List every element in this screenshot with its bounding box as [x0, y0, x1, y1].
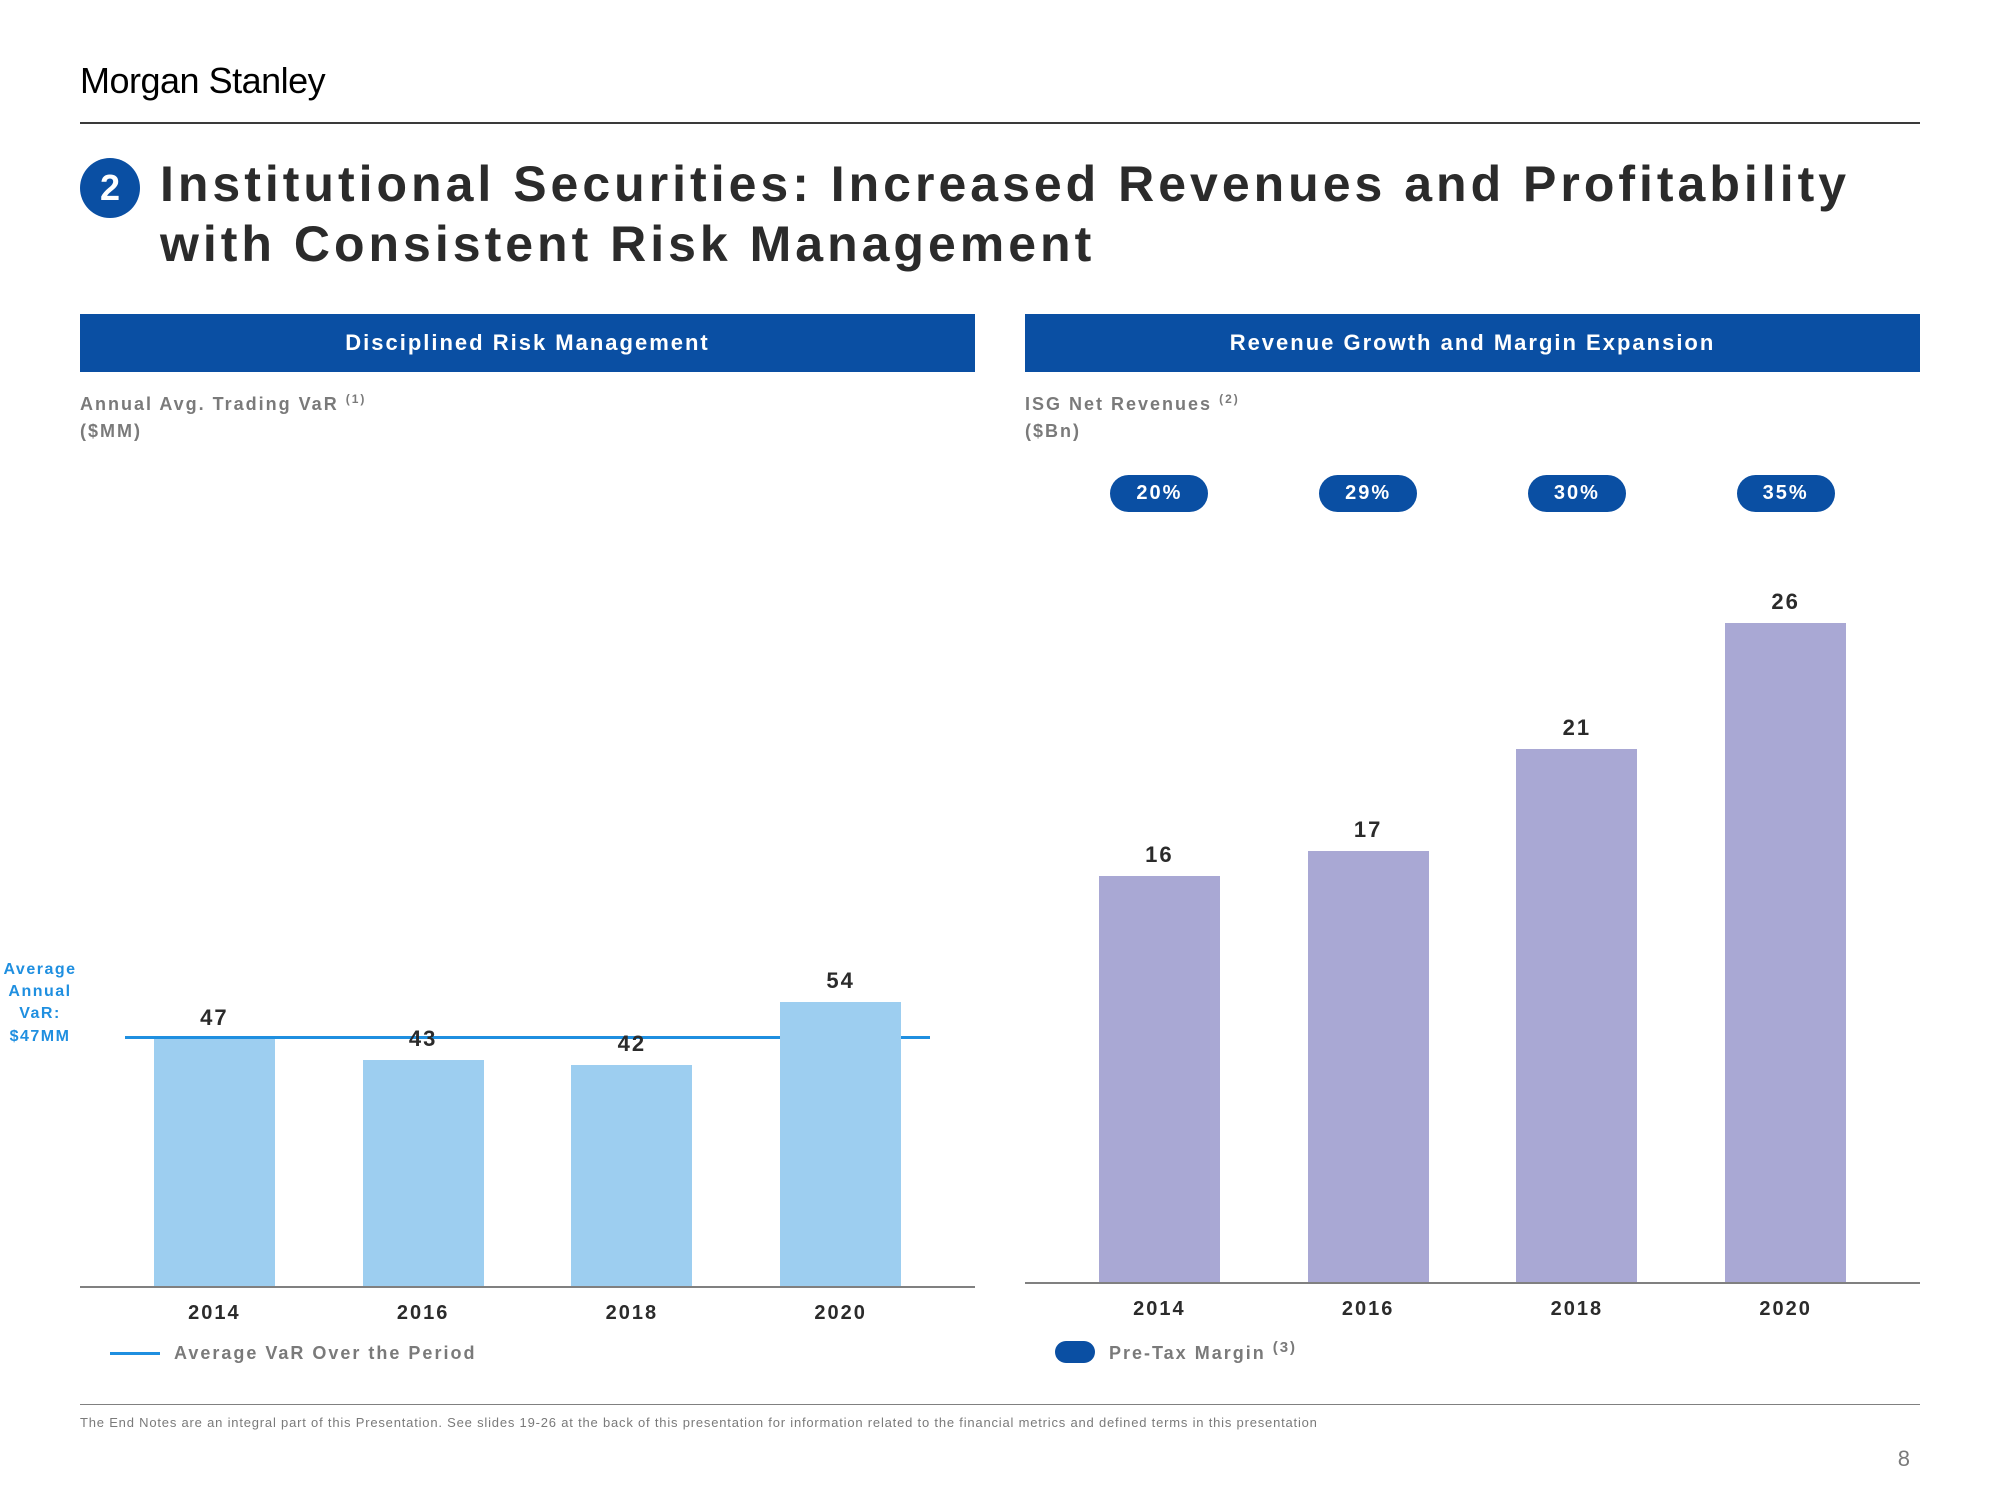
right-bar-slot: 17 [1264, 445, 1473, 1282]
left-legend-label: Average VaR Over the Period [174, 1343, 476, 1364]
right-xaxis-label: 2018 [1473, 1298, 1682, 1321]
panels-container: AverageAnnualVaR:$47MM Disciplined Risk … [80, 314, 1920, 1364]
footnote: The End Notes are an integral part of th… [80, 1415, 1920, 1430]
left-bar-slot: 42 [528, 445, 737, 1286]
left-bar-value: 43 [319, 1026, 528, 1052]
right-legend-swatch [1055, 1341, 1095, 1363]
left-bar-value: 54 [736, 968, 945, 994]
left-bar [363, 1060, 484, 1286]
left-xaxis-label: 2018 [528, 1302, 737, 1325]
left-bar-slot: 43 [319, 445, 528, 1286]
right-legend-sup: (3) [1273, 1339, 1297, 1356]
right-xaxis: 2014201620182020 [1025, 1284, 1920, 1321]
left-xaxis: 2014201620182020 [80, 1288, 975, 1325]
left-bars: 474342 54 [80, 445, 975, 1286]
left-bar-slot: 47 [110, 445, 319, 1286]
right-subtitle-main: ISG Net Revenues [1025, 394, 1212, 414]
right-legend-label: Pre-Tax Margin (3) [1109, 1339, 1297, 1364]
title-row: 2 Institutional Securities: Increased Re… [80, 154, 1920, 274]
right-bar [1725, 623, 1846, 1282]
right-bar-slot: 21 [1473, 445, 1682, 1282]
main-title: Institutional Securities: Increased Reve… [160, 154, 1920, 274]
right-panel: Revenue Growth and Margin Expansion ISG … [1025, 314, 1920, 1364]
left-legend-swatch [110, 1352, 160, 1355]
brand-logo: Morgan Stanley [80, 60, 1920, 102]
right-bar-value: 17 [1264, 817, 1473, 843]
right-legend-text: Pre-Tax Margin [1109, 1343, 1266, 1363]
left-legend: Average VaR Over the Period [80, 1343, 975, 1364]
left-bar-slot: 54 [736, 445, 945, 1286]
right-bar-value: 21 [1473, 715, 1682, 741]
left-subtitle: Annual Avg. Trading VaR (1) ($MM) [80, 390, 975, 445]
left-xaxis-label: 2020 [736, 1302, 945, 1325]
right-bar [1516, 749, 1637, 1282]
left-subtitle-unit: ($MM) [80, 421, 142, 441]
footer-divider [80, 1404, 1920, 1405]
section-number-bullet: 2 [80, 158, 140, 218]
left-plot: 474342 54 [80, 445, 975, 1288]
left-bar-value: 47 [110, 1005, 319, 1031]
right-bar-value: 26 [1681, 589, 1890, 615]
left-bar-value: 42 [528, 1031, 737, 1057]
right-plot: 20%29%30%35% 16172126 [1025, 445, 1920, 1284]
right-bar [1308, 851, 1429, 1282]
left-xaxis-label: 2014 [110, 1302, 319, 1325]
left-subtitle-sup: (1) [346, 392, 367, 406]
left-xaxis-label: 2016 [319, 1302, 528, 1325]
right-bar-slot: 26 [1681, 445, 1890, 1282]
right-panel-header: Revenue Growth and Margin Expansion [1025, 314, 1920, 372]
right-xaxis-label: 2016 [1264, 1298, 1473, 1321]
left-bar [154, 1039, 275, 1286]
page-number: 8 [1898, 1446, 1910, 1472]
left-bar [780, 1002, 901, 1286]
avg-var-side-label: AverageAnnualVaR:$47MM [0, 959, 80, 1049]
left-bar [571, 1065, 692, 1286]
top-divider [80, 122, 1920, 124]
right-bar [1099, 876, 1220, 1282]
right-bars: 1617 21 26 [1025, 445, 1920, 1282]
right-chart: 20%29%30%35% 16172126 2014201620182020 P… [1025, 445, 1920, 1364]
left-subtitle-main: Annual Avg. Trading VaR [80, 394, 339, 414]
left-panel: Disciplined Risk Management Annual Avg. … [80, 314, 975, 1364]
right-subtitle: ISG Net Revenues (2) ($Bn) [1025, 390, 1920, 445]
right-bar-value: 16 [1055, 842, 1264, 868]
left-chart: 474342 54 2014201620182020 Average VaR Ov… [80, 445, 975, 1364]
right-subtitle-unit: ($Bn) [1025, 421, 1081, 441]
left-panel-header: Disciplined Risk Management [80, 314, 975, 372]
right-bar-slot: 16 [1055, 445, 1264, 1282]
right-subtitle-sup: (2) [1219, 392, 1240, 406]
right-xaxis-label: 2020 [1681, 1298, 1890, 1321]
right-xaxis-label: 2014 [1055, 1298, 1264, 1321]
right-legend: Pre-Tax Margin (3) [1025, 1339, 1920, 1364]
